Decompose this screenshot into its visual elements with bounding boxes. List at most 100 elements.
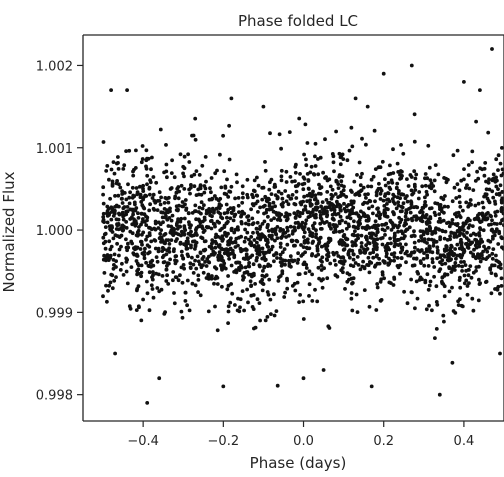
data-point	[419, 261, 423, 265]
data-point	[338, 204, 343, 208]
data-point	[373, 219, 378, 224]
data-point	[124, 269, 129, 274]
data-point	[418, 229, 423, 234]
data-point	[310, 272, 314, 277]
data-point	[427, 165, 432, 170]
data-point	[261, 104, 266, 109]
data-point	[178, 240, 183, 245]
data-point	[320, 260, 324, 264]
data-point	[153, 246, 158, 251]
data-point	[245, 215, 250, 219]
data-point	[351, 224, 356, 229]
data-point	[151, 175, 156, 179]
data-point	[364, 196, 368, 200]
data-point	[423, 183, 428, 188]
data-point	[265, 264, 270, 268]
data-point	[306, 227, 311, 232]
data-point	[321, 170, 325, 175]
data-point	[367, 206, 371, 211]
data-point	[361, 202, 365, 207]
data-point	[283, 189, 288, 193]
data-point	[481, 228, 486, 233]
data-point	[139, 211, 144, 216]
data-point	[290, 179, 294, 184]
data-point	[255, 251, 260, 256]
data-point	[296, 257, 301, 262]
data-point	[227, 123, 232, 128]
data-point	[340, 229, 345, 233]
data-point	[229, 184, 234, 189]
data-point	[430, 308, 434, 313]
data-point	[446, 252, 450, 257]
data-point	[330, 212, 335, 217]
data-point	[141, 183, 146, 188]
data-point	[197, 173, 202, 177]
data-point	[389, 241, 393, 246]
data-point	[234, 172, 239, 177]
data-point	[321, 211, 326, 216]
data-point	[119, 244, 123, 249]
data-point	[226, 321, 231, 325]
data-point	[113, 351, 117, 356]
data-point	[105, 164, 110, 168]
data-point	[390, 180, 395, 185]
data-point	[279, 146, 283, 151]
data-point	[114, 275, 118, 279]
data-point	[458, 215, 463, 220]
data-point	[107, 283, 112, 288]
data-point	[496, 284, 501, 289]
data-point	[301, 317, 306, 321]
data-point	[183, 290, 188, 295]
data-point	[356, 223, 361, 228]
data-point	[258, 205, 262, 210]
data-point	[485, 255, 490, 260]
data-point	[140, 220, 145, 224]
data-point	[463, 263, 468, 267]
data-point	[330, 202, 334, 206]
data-point	[340, 174, 345, 179]
data-point	[382, 222, 387, 227]
data-point	[125, 88, 129, 92]
data-point	[426, 237, 431, 242]
data-point	[229, 263, 234, 268]
data-point	[279, 212, 284, 217]
data-point	[488, 213, 493, 218]
data-point	[301, 187, 306, 192]
data-point	[442, 204, 447, 209]
data-point	[186, 241, 190, 246]
data-point	[288, 175, 293, 179]
data-point	[219, 185, 224, 190]
data-point	[261, 204, 266, 209]
data-point	[494, 175, 498, 180]
data-point	[230, 291, 235, 296]
data-point	[480, 256, 485, 261]
data-point	[233, 245, 238, 249]
data-point	[500, 190, 504, 194]
data-point	[324, 198, 329, 202]
data-point	[462, 260, 466, 264]
data-point	[341, 270, 345, 275]
data-point	[460, 269, 464, 273]
data-point	[226, 309, 231, 314]
data-point	[226, 304, 231, 309]
data-point	[141, 205, 146, 210]
data-point	[311, 239, 315, 244]
data-point	[176, 196, 181, 201]
data-point	[269, 235, 274, 240]
data-point	[338, 162, 343, 167]
data-point	[161, 220, 165, 225]
x-axis-title: Phase (days)	[250, 454, 347, 472]
data-point	[356, 263, 361, 267]
data-point	[499, 276, 504, 281]
data-point	[492, 263, 497, 268]
data-point	[317, 240, 322, 245]
data-point	[287, 261, 292, 266]
data-point	[453, 247, 457, 251]
data-point	[223, 230, 227, 235]
data-point	[305, 199, 309, 204]
data-point	[228, 216, 233, 221]
data-point	[374, 242, 379, 247]
data-point	[468, 250, 473, 255]
data-point	[386, 207, 390, 212]
data-point	[404, 222, 408, 226]
